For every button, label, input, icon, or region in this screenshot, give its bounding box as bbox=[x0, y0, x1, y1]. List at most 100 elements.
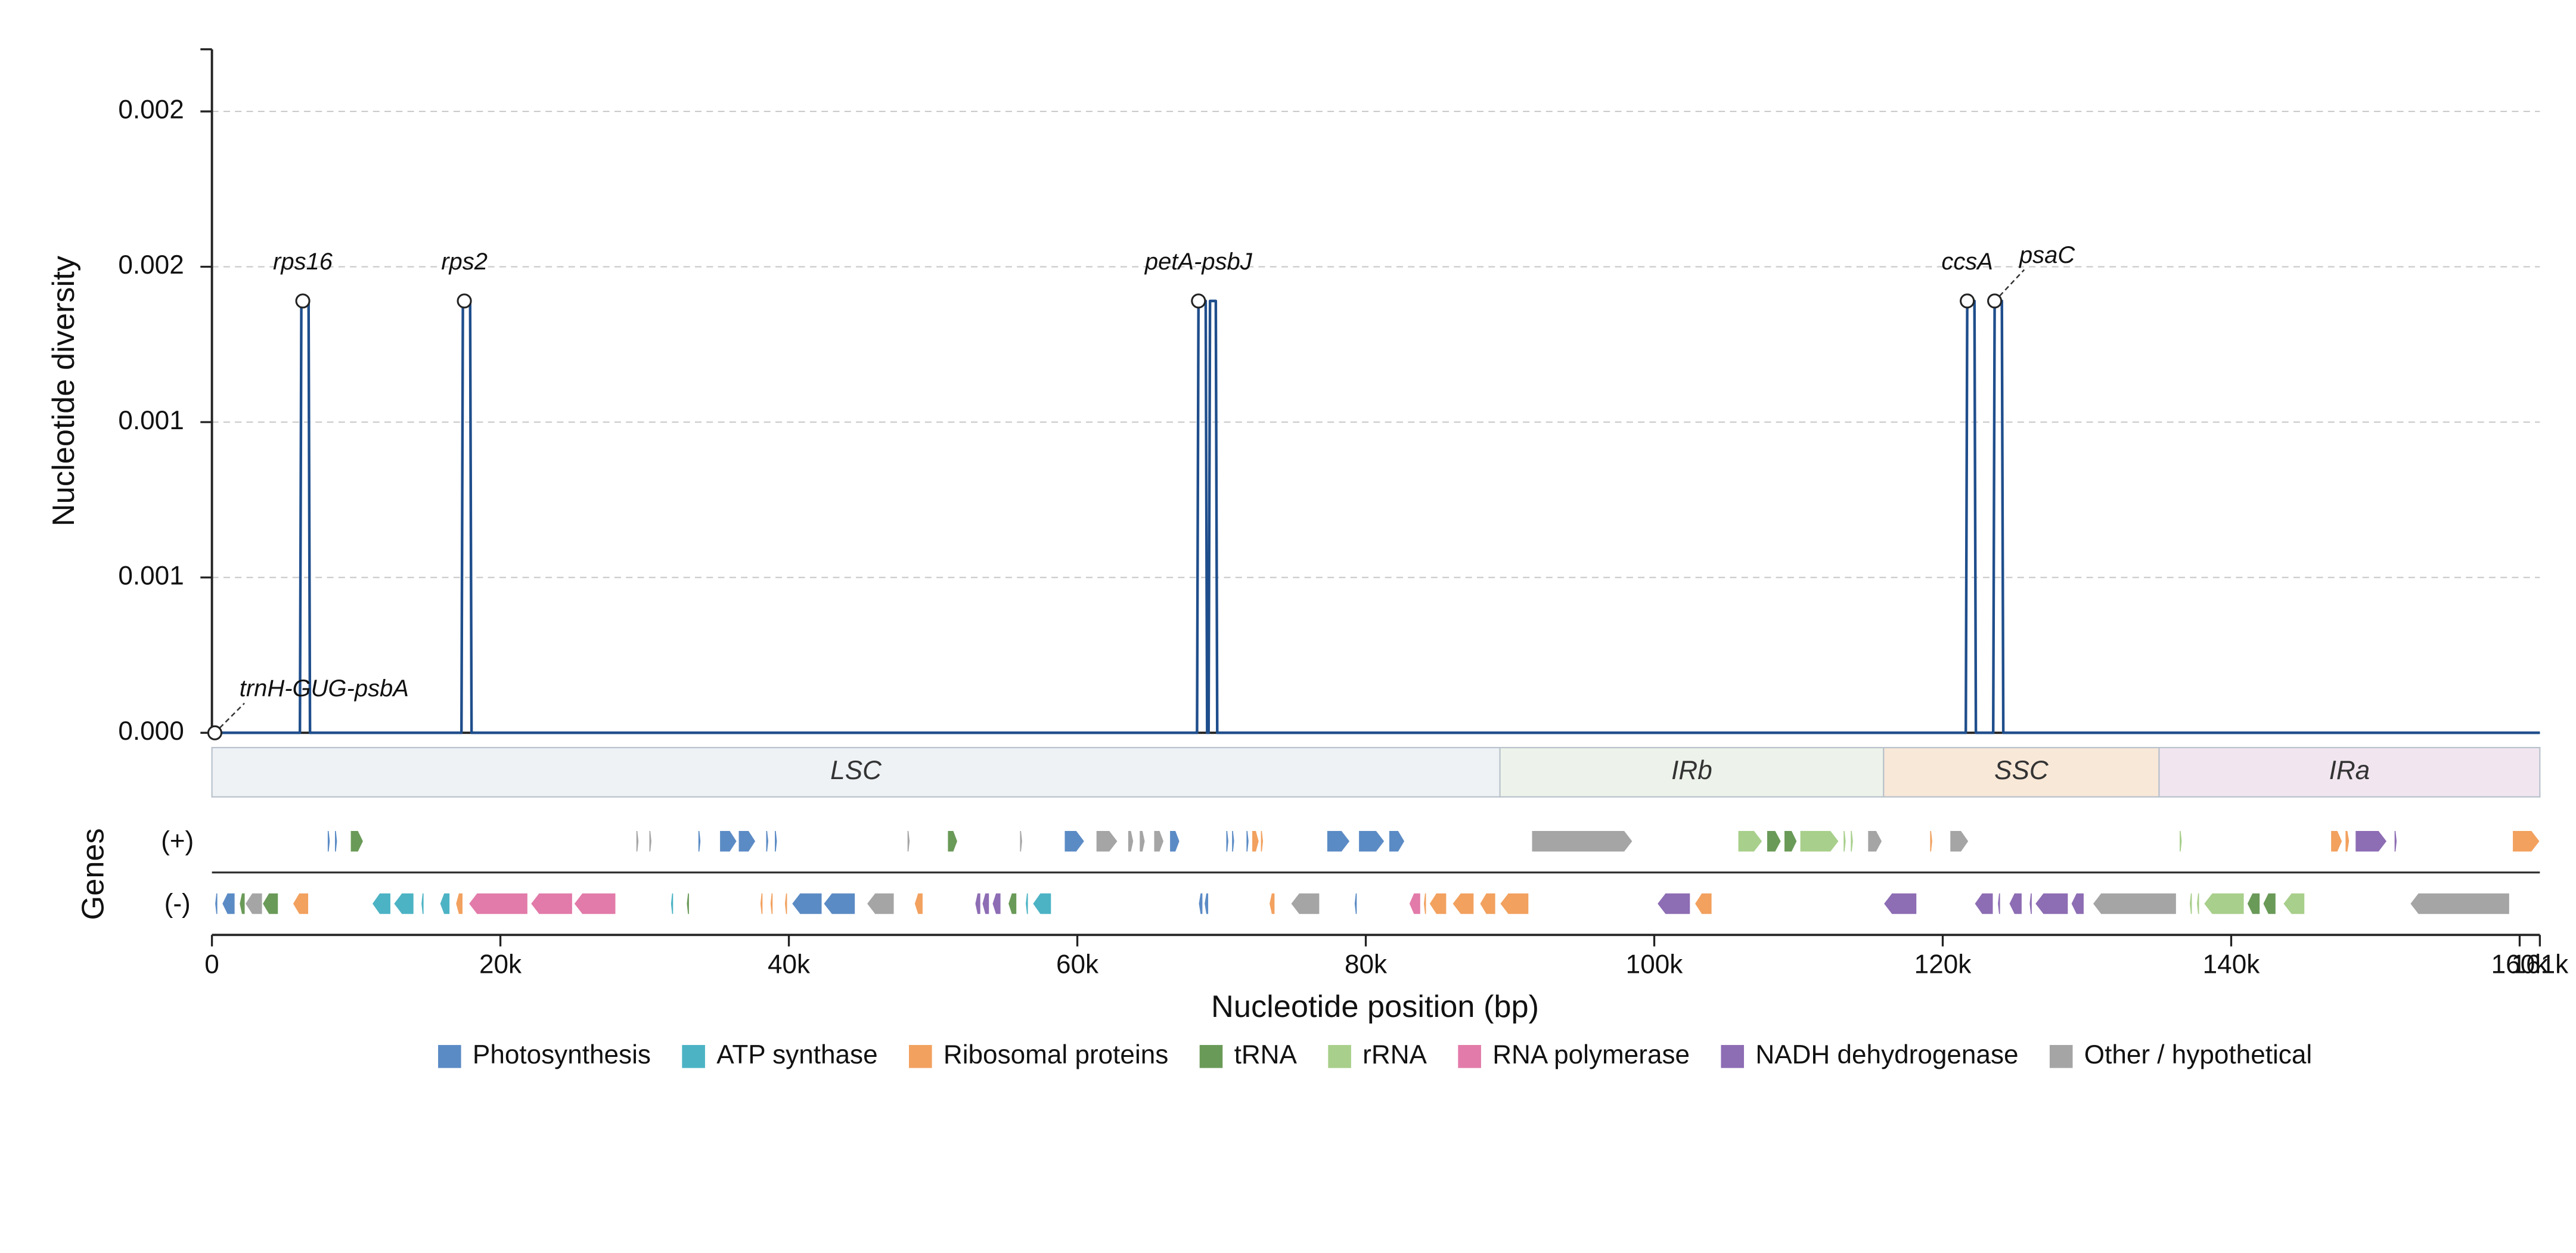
gene bbox=[1849, 830, 1854, 852]
gene bbox=[1251, 830, 1260, 852]
legend-label: NADH dehydrogenase bbox=[1755, 1040, 2018, 1069]
gene bbox=[1127, 830, 1134, 852]
gene bbox=[1032, 892, 1052, 915]
gene bbox=[530, 892, 573, 915]
gene bbox=[2178, 830, 2183, 852]
gene bbox=[1064, 830, 1085, 852]
legend-label: RNA polymerase bbox=[1492, 1040, 1690, 1069]
region bbox=[1883, 747, 2160, 798]
y-tick-label: 0.002 bbox=[118, 95, 184, 125]
legend-label: rRNA bbox=[1363, 1040, 1427, 1069]
gene bbox=[262, 892, 279, 915]
gene bbox=[914, 892, 924, 915]
y-tick-label: 0.001 bbox=[118, 406, 184, 435]
gene bbox=[420, 892, 425, 915]
gene bbox=[719, 830, 738, 852]
gene bbox=[670, 892, 674, 915]
gene bbox=[2512, 830, 2541, 852]
gene bbox=[1326, 830, 1351, 852]
gene bbox=[823, 892, 856, 915]
gene bbox=[784, 892, 788, 915]
gene bbox=[791, 892, 823, 915]
legend-label: Other / hypothetical bbox=[2084, 1040, 2312, 1069]
strand-label: (-) bbox=[165, 889, 191, 918]
gene bbox=[738, 830, 756, 852]
y-axis-label: Nucleotide diversity bbox=[46, 255, 81, 526]
gene bbox=[1260, 830, 1264, 852]
legend-swatch bbox=[2049, 1045, 2073, 1068]
gene bbox=[1025, 892, 1029, 915]
legend-swatch bbox=[909, 1045, 932, 1068]
gene bbox=[244, 892, 263, 915]
legend-swatch bbox=[438, 1045, 461, 1068]
gene bbox=[573, 892, 616, 915]
gene bbox=[1799, 830, 1840, 852]
annotation-label: petA-psbJ bbox=[1144, 249, 1253, 275]
gene bbox=[334, 830, 338, 852]
annotation-leader bbox=[219, 702, 245, 728]
gene bbox=[1429, 892, 1447, 915]
gene bbox=[1694, 892, 1712, 915]
y-tick-label: 0.000 bbox=[118, 717, 184, 746]
gene bbox=[2330, 830, 2343, 852]
gene bbox=[866, 892, 895, 915]
x-tick-label: 40k bbox=[768, 950, 811, 979]
legend-label: Photosynthesis bbox=[473, 1040, 651, 1069]
gene bbox=[2354, 830, 2388, 852]
gene bbox=[439, 892, 451, 915]
annotation-marker bbox=[1191, 293, 1206, 309]
annotation-label: rps16 bbox=[273, 249, 333, 275]
gene bbox=[350, 830, 364, 852]
legend-swatch bbox=[1721, 1045, 1745, 1068]
x-tick-label: 100k bbox=[1626, 950, 1684, 979]
gene bbox=[982, 892, 990, 915]
gene bbox=[2009, 892, 2023, 915]
gene bbox=[1245, 830, 1250, 852]
annotation-label: ccsA bbox=[1941, 249, 1993, 275]
gene bbox=[2282, 892, 2305, 915]
x-tick-label: 80k bbox=[1345, 950, 1388, 979]
gene bbox=[759, 892, 764, 915]
gene bbox=[1095, 830, 1119, 852]
gene bbox=[1842, 830, 1847, 852]
legend-label: Ribosomal proteins bbox=[944, 1040, 1168, 1069]
gene bbox=[292, 892, 309, 915]
gene bbox=[1656, 892, 1691, 915]
gene bbox=[2092, 892, 2177, 915]
gene bbox=[1268, 892, 1275, 915]
gene bbox=[907, 830, 911, 852]
annotation-marker bbox=[1960, 293, 1975, 309]
gene bbox=[1929, 830, 1933, 852]
gene bbox=[1408, 892, 1422, 915]
annotation-marker bbox=[207, 725, 222, 740]
gene bbox=[1867, 830, 1883, 852]
gene bbox=[2394, 830, 2398, 852]
x-tick-label: 140k bbox=[2203, 950, 2261, 979]
gene bbox=[2034, 892, 2069, 915]
annotation-leader bbox=[1998, 269, 2025, 297]
gene bbox=[635, 830, 640, 852]
region-label: LSC bbox=[830, 756, 882, 785]
gene bbox=[1007, 892, 1017, 915]
gene bbox=[1358, 830, 1385, 852]
annotation-marker bbox=[1987, 293, 2003, 309]
gene bbox=[1766, 830, 1782, 852]
gene bbox=[455, 892, 464, 915]
x-tick-label: 0 bbox=[204, 950, 219, 979]
gene bbox=[1973, 892, 1994, 915]
gene bbox=[1499, 892, 1529, 915]
gene bbox=[2203, 892, 2245, 915]
gene bbox=[1198, 892, 1203, 915]
gene bbox=[1997, 892, 2001, 915]
gene bbox=[974, 892, 982, 915]
gene bbox=[2344, 830, 2350, 852]
x-tick-label: 120k bbox=[1914, 950, 1972, 979]
annotation-marker bbox=[295, 293, 311, 309]
x-tick-label: 20k bbox=[479, 950, 522, 979]
annotation-label: trnH-GUG-psbA bbox=[240, 675, 409, 702]
region bbox=[211, 747, 1501, 798]
y-tick-label: 0.001 bbox=[118, 561, 184, 590]
gene bbox=[327, 830, 331, 852]
gene bbox=[1138, 830, 1146, 852]
